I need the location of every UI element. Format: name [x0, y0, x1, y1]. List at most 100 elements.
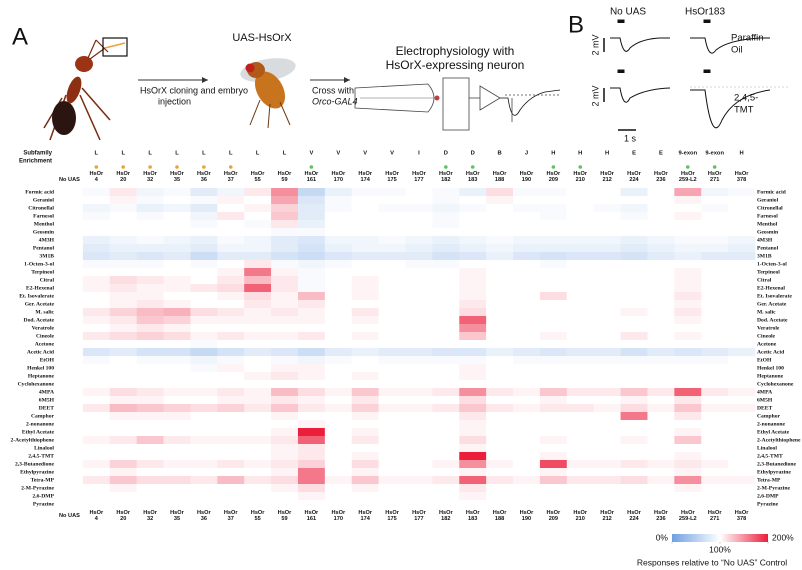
odor-label: Oil [731, 45, 743, 56]
heatmap-cell [701, 228, 729, 237]
row-label: Ethyl Acetate [22, 429, 55, 435]
heatmap-cell [163, 196, 191, 205]
heatmap-cell [728, 428, 756, 437]
heatmap-cell [244, 196, 272, 205]
heatmap-cell [674, 468, 702, 477]
heatmap-cell [486, 420, 514, 429]
column-label: HsOr 59 [277, 510, 292, 523]
heatmap-cell [190, 332, 218, 341]
column-label: HsOr 183 [465, 171, 480, 184]
heatmap-cell [163, 236, 191, 245]
ephys-title: HsOrX-expressing neuron [386, 58, 525, 72]
heatmap-cell [109, 236, 137, 245]
heatmap-cell [271, 428, 299, 437]
heatmap-cell [56, 396, 84, 405]
heatmap-cell [324, 324, 353, 333]
heatmap-cell [593, 500, 621, 509]
heatmap-cell [217, 420, 245, 429]
heatmap-cell [271, 196, 299, 205]
heatmap-cell [566, 412, 594, 421]
subfamily-label: L [175, 151, 179, 157]
column-label: HsOr 175 [385, 510, 399, 523]
heatmap-cell [324, 244, 353, 253]
heatmap-cell [56, 364, 84, 373]
heatmap-cell [647, 292, 675, 301]
heatmap-cell [513, 284, 541, 293]
heatmap-cell [324, 204, 353, 213]
heatmap-cell [136, 212, 164, 221]
heatmap-cell [56, 220, 84, 229]
heatmap-cell [459, 340, 487, 349]
heatmap-cell [136, 292, 164, 301]
heatmap-cell [593, 212, 621, 221]
heatmap-cell [674, 428, 702, 437]
heatmap-cell [459, 404, 487, 413]
heatmap-cell [728, 404, 756, 413]
heatmap-cell [620, 284, 648, 293]
heatmap-cell [647, 372, 675, 381]
heatmap-cell [190, 252, 218, 261]
heatmap-cell [190, 300, 218, 309]
heatmap-cell [701, 444, 729, 453]
heatmap-cell [459, 292, 487, 301]
column-label: HsOr 4 [89, 510, 104, 523]
column-label: HsOr 59 [277, 171, 292, 184]
heatmap-cell [432, 212, 460, 221]
heatmap-cell [701, 356, 729, 365]
heatmap-cell [432, 436, 460, 445]
heatmap-cell [566, 292, 594, 301]
heatmap-cell [297, 380, 326, 389]
heatmap-cell [163, 388, 191, 397]
heatmap-cell [405, 332, 433, 341]
heatmap-cell [513, 372, 541, 381]
heatmap-cell [647, 468, 675, 477]
enrichment-dot [175, 165, 179, 169]
heatmap-cell [163, 492, 191, 501]
heatmap-cell [217, 204, 245, 213]
heatmap-cell [486, 236, 514, 245]
heatmap-cell [351, 356, 379, 365]
heatmap-cell [297, 444, 326, 453]
heatmap-cell [566, 196, 594, 205]
column-label: HsOr 170 [331, 510, 346, 523]
heatmap-cell [351, 332, 379, 341]
row-label: Pyrazine [33, 501, 55, 507]
heatmap-cell [593, 428, 621, 437]
heatmap-cell [136, 244, 164, 253]
heatmap-cell [647, 308, 675, 317]
heatmap-cell [351, 452, 379, 461]
heatmap-cell [163, 452, 191, 461]
heatmap-cell [566, 492, 594, 501]
heatmap-cell [593, 404, 621, 413]
heatmap-cell [620, 364, 648, 373]
heatmap-cell [405, 404, 433, 413]
heatmap-cell [513, 348, 541, 357]
heatmap-cell [109, 276, 137, 285]
traces [603, 19, 790, 131]
heatmap-cell [163, 284, 191, 293]
heatmap-cell [190, 364, 218, 373]
heatmap-cell [620, 300, 648, 309]
heatmap-cell [378, 204, 406, 213]
heatmap-cell [593, 204, 621, 213]
heatmap-cell [271, 228, 299, 237]
heatmap-cell [136, 284, 164, 293]
row-label: Ethyl Acetate [757, 429, 790, 435]
heatmap-cell [56, 252, 84, 261]
panel-label: A [12, 23, 28, 50]
heatmap-cell [324, 420, 353, 429]
heatmap-cell [405, 188, 433, 197]
heatmap-cell [701, 276, 729, 285]
heatmap-cell [513, 388, 541, 397]
heatmap-cell [674, 452, 702, 461]
heatmap-cell [244, 228, 272, 237]
heatmap-cell [647, 444, 675, 453]
heatmap-cell [244, 436, 272, 445]
heatmap-cell [163, 340, 191, 349]
heatmap-cell [378, 412, 406, 421]
row-label: Menthol [34, 221, 55, 227]
column-label: HsOr 182 [438, 171, 453, 184]
heatmap-cell [539, 188, 568, 197]
heatmap-cell [378, 460, 406, 469]
column-label: HsOr 37 [223, 510, 238, 523]
